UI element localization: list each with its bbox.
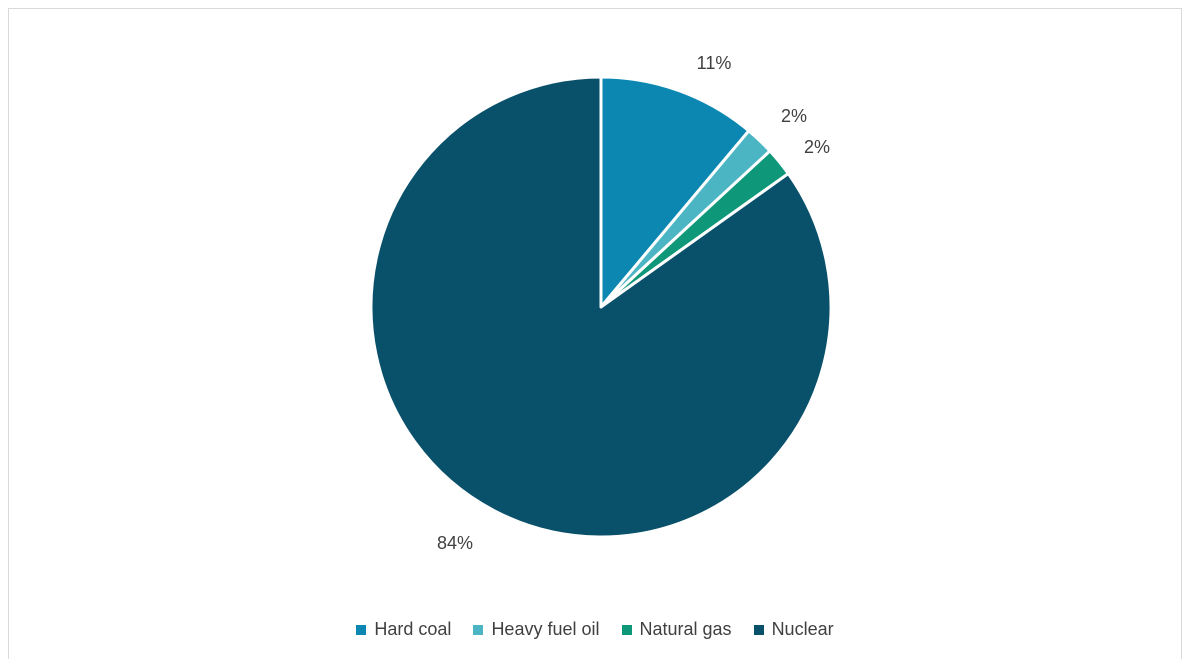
legend-label-hard-coal: Hard coal [374, 619, 452, 639]
pie-slice-hard-coal [599, 75, 751, 309]
data-label-natural-gas: 2% [804, 137, 830, 157]
legend-swatch-natural-gas [621, 624, 632, 635]
data-label-hard-coal: 11% [697, 53, 732, 73]
pie-slice-nuclear [369, 75, 833, 539]
legend-label-natural-gas: Natural gas [639, 619, 732, 639]
legend-label-nuclear: Nuclear [771, 619, 834, 639]
legend-swatch-heavy-fuel-oil [473, 624, 484, 635]
legend-item-heavy-fuel-oil: Heavy fuel oil [473, 619, 600, 640]
chart-legend: Hard coal Heavy fuel oil Natural gas Nuc… [0, 619, 1190, 640]
data-label-nuclear: 84% [437, 533, 473, 553]
legend-swatch-nuclear [753, 624, 764, 635]
legend-swatch-hard-coal [356, 624, 367, 635]
legend-label-heavy-fuel-oil: Heavy fuel oil [491, 619, 600, 639]
legend-item-hard-coal: Hard coal [356, 619, 451, 640]
data-label-heavy-fuel-oil: 2% [781, 106, 807, 126]
legend-item-natural-gas: Natural gas [621, 619, 732, 640]
legend-item-nuclear: Nuclear [753, 619, 834, 640]
